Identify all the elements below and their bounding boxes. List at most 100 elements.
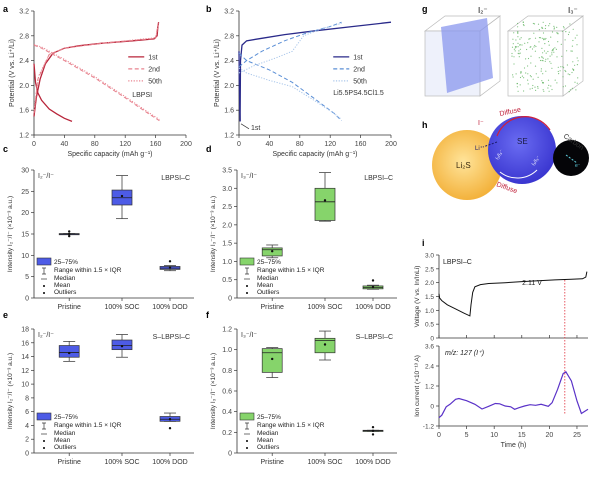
i3-point: [551, 88, 553, 91]
legend-label: Outliers: [257, 444, 280, 451]
i3-point: [542, 82, 544, 84]
y-tick-label: 16: [21, 340, 29, 347]
current-y-tick-label: 0: [430, 404, 434, 411]
y-tick-label: 14: [21, 354, 29, 361]
legend-label: Outliers: [54, 444, 77, 451]
i3-point: [524, 42, 526, 44]
i3-point: [556, 26, 558, 28]
i3-point: [553, 28, 555, 30]
y-tick-label: 8: [25, 395, 29, 402]
i3-point: [576, 57, 578, 59]
i3-point: [511, 74, 514, 76]
i3-point: [514, 46, 517, 48]
panel-letter-f: f: [206, 310, 210, 320]
panel-d-boxplot-i3: 0 0.5 1.0 1.5 2.0 2.5 3.0 3.5 Intensity I₃⁻/I⁻ (…: [210, 168, 397, 311]
i3-point: [527, 73, 529, 75]
i3-point: [569, 89, 572, 91]
outlier-marker: [68, 234, 71, 238]
i3-point: [541, 59, 543, 62]
legend-label: Range within 1.5 × IQR: [257, 422, 325, 429]
diffuse-top-label: Diffuse: [499, 107, 522, 118]
i3-point: [532, 22, 535, 25]
i3-point: [541, 37, 543, 39]
i3-point: [556, 56, 558, 58]
i3-point: [560, 43, 562, 46]
voltage-y-tick-label: 3.0: [425, 253, 434, 260]
i3-point: [518, 56, 520, 58]
diffuse-arrow-top: [496, 116, 551, 137]
i3-point: [551, 31, 554, 33]
li-arrow: [482, 141, 498, 148]
i3-point: [517, 32, 519, 35]
panel-a-voltage-profile-lbpsi: 1.2 1.6 2.0 2.4 2.8 3.2 0 40 80 120 160 200 Specific…: [9, 9, 192, 159]
i3-point: [537, 87, 539, 89]
i3-point: [523, 77, 525, 79]
i3-point: [568, 91, 570, 93]
i3-point: [515, 39, 517, 41]
x-tick-label-0: Pristine: [58, 459, 81, 466]
li2s-particle: [432, 130, 502, 200]
i3-point: [527, 65, 529, 67]
i3-point: [534, 50, 537, 52]
i3-point: [520, 72, 522, 74]
series-line-2nd-charge: [33, 24, 159, 114]
x-tick-label: 0: [237, 141, 241, 148]
i3-point: [548, 84, 550, 86]
i3-point: [530, 46, 532, 48]
x-tick-label: 10: [490, 432, 498, 439]
x-tick-label-0: Pristine: [261, 304, 284, 311]
legend-mean-swatch: [246, 285, 248, 287]
legend-label: 1st: [353, 54, 362, 61]
i3-point: [566, 50, 568, 52]
ratio-label: I₂⁻/I⁻: [38, 332, 54, 339]
mean-marker: [323, 343, 327, 346]
legend-label: 25–75%: [54, 259, 78, 266]
ion-current-line: [438, 370, 589, 419]
i3-point: [542, 52, 544, 54]
x-tick-label-0: Pristine: [58, 304, 81, 311]
series-line-50th-discharge: [33, 44, 160, 120]
i3-point: [532, 84, 534, 87]
i3-point: [542, 57, 544, 59]
legend-label: Mean: [257, 282, 274, 289]
legend-outlier-swatch: [246, 447, 248, 449]
y-tick-label: 2.4: [224, 58, 234, 65]
outlier-marker: [168, 260, 172, 263]
i3-point: [553, 27, 556, 29]
i3-point: [560, 66, 562, 68]
y-tick-label: 0: [25, 451, 29, 458]
i3-point: [552, 48, 555, 50]
legend-label: 1st: [148, 54, 157, 61]
legend-label: Median: [257, 430, 279, 437]
i3-point: [567, 73, 569, 75]
i3-point: [572, 68, 574, 70]
legend-label: 25–75%: [54, 414, 78, 421]
y-tick-label: 2.8: [224, 33, 234, 40]
i3-point: [563, 67, 565, 69]
i3-point: [537, 86, 539, 88]
i3-point: [577, 60, 579, 62]
i3-point: [541, 80, 543, 82]
y-tick-label: 2.0: [19, 83, 29, 90]
i3-point: [557, 33, 559, 35]
i3-point: [511, 55, 513, 57]
series-line-1st-charge: [239, 21, 392, 122]
i3-point: [549, 55, 551, 57]
i3-point: [565, 70, 567, 73]
i3-point: [573, 69, 575, 71]
legend-mean-swatch: [246, 440, 248, 442]
i3-species-label: I₃/I₃⁻: [531, 154, 542, 167]
x-tick-label-2: 100% DOD: [355, 304, 390, 311]
y-tick-label: 10: [21, 253, 29, 260]
y-tick-label: 0: [228, 296, 232, 303]
legend-label: Median: [54, 275, 76, 282]
panel-f-boxplot-i3-s: 0 0.2 0.4 0.6 0.8 1.0 1.2 Intensity I₃⁻/I⁻ (×10…: [210, 327, 397, 466]
voltage-y-tick-label: 2.5: [425, 266, 434, 273]
y-axis-label: Intensity I₂⁻/I⁻ (×10⁻³ a.u.): [7, 196, 14, 272]
legend-label: Range within 1.5 × IQR: [54, 267, 122, 274]
legend-label: Mean: [54, 282, 71, 289]
annotation-arrow: [240, 123, 250, 130]
i3-point: [571, 71, 573, 74]
i3-point: [554, 79, 556, 81]
